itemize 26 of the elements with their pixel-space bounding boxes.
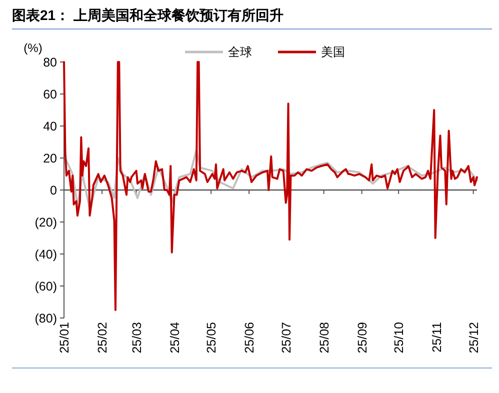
x-tick-label: 25/02: [95, 322, 110, 354]
y-tick-label: (80): [34, 312, 57, 326]
line-series: [63, 61, 478, 311]
x-tick-label: 25/05: [204, 322, 219, 354]
y-tick-label: 60: [43, 88, 58, 102]
x-tick-label: 25/04: [168, 322, 182, 354]
y-tick-label: 0: [50, 184, 58, 198]
y-tick-label: (60): [34, 280, 57, 294]
x-tick-label: 25/09: [355, 322, 370, 354]
x-tick-label: 25/08: [317, 322, 332, 354]
chart-title: 图表21： 上周美国和全球餐饮预订有所回升: [12, 7, 284, 23]
y-tick-label: 20: [43, 152, 58, 166]
x-tick-label: 25/10: [392, 322, 406, 354]
y-axis-title: (%): [24, 41, 42, 55]
x-tick-label: 25/06: [242, 322, 257, 354]
x-tick-label: 25/01: [58, 322, 72, 354]
x-tick-label: 25/03: [130, 322, 144, 354]
y-tick-label: 40: [43, 120, 58, 134]
y-tick-label: 80: [43, 56, 58, 70]
y-tick-label: (40): [34, 248, 57, 262]
x-tick-label: 25/12: [466, 322, 481, 354]
legend-label: 全球: [228, 45, 252, 59]
legend-label: 美国: [321, 45, 345, 59]
x-tick-label: 25/11: [430, 322, 444, 352]
y-tick-label: (20): [34, 216, 57, 230]
x-tick-label: 25/07: [279, 322, 294, 354]
